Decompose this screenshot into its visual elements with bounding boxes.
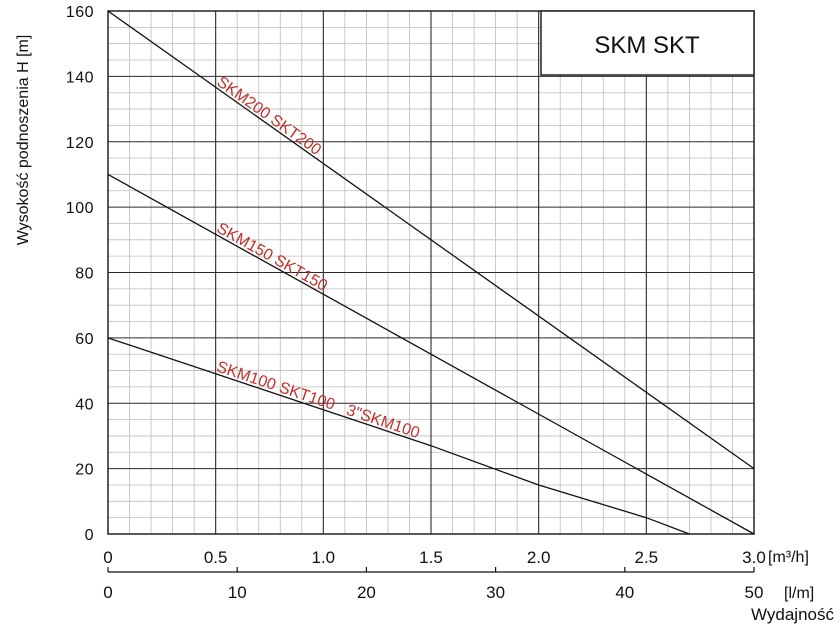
y-tick-label: 120 (66, 135, 94, 152)
y-tick-label: 100 (66, 200, 94, 217)
x-primary-tick-labels: 0 0.5 1.0 1.5 2.0 2.5 3.0 (103, 548, 766, 567)
x-secondary-tick-label: 0 (103, 583, 112, 602)
y-tick-label: 40 (75, 396, 94, 413)
x-secondary-unit: [l/m] (784, 585, 814, 602)
series-label-2: SKM150 SKT150 (214, 220, 330, 295)
series-label-1: SKM200 SKT200 (213, 74, 324, 159)
chart-title: SKM SKT (594, 32, 700, 59)
series-lines (107, 10, 755, 535)
title-box-frame (540, 10, 755, 76)
y-tick-label: 80 (75, 266, 94, 283)
x-primary-tick-label: 0.5 (204, 548, 228, 567)
series-label-3: SKM100 SKT100 3"SKM100 (214, 358, 421, 442)
series-line-2 (107, 173, 755, 535)
x-secondary-tick-labels: 0 10 20 30 40 50 (103, 567, 763, 602)
x-primary-tick-label: 1.5 (419, 548, 443, 567)
x-primary-tick-label: 1.0 (312, 548, 336, 567)
plot-border (107, 10, 755, 535)
x-secondary-tick-label: 20 (357, 583, 376, 602)
x-axis-label: Wydajność (751, 605, 834, 624)
y-tick-label: 140 (66, 69, 94, 86)
x-primary-unit: [m³/h] (768, 549, 809, 566)
y-tick-label: 60 (75, 331, 94, 348)
x-primary-tick-label: 0 (103, 548, 112, 567)
x-secondary-tick-label: 40 (615, 583, 634, 602)
x-secondary-tick-label: 30 (486, 583, 505, 602)
y-tick-label: 160 (66, 4, 94, 21)
y-tick-label: 20 (75, 462, 94, 479)
major-grid (108, 11, 754, 534)
x-primary-tick-label: 3.0 (742, 548, 766, 567)
series-line-3 (107, 337, 690, 535)
series-line-1 (107, 10, 755, 470)
x-secondary-tick-label: 10 (228, 583, 247, 602)
x-primary-tick-label: 2.0 (527, 548, 551, 567)
y-axis-label: Wysokość podnoszenia H [m] (15, 35, 32, 246)
y-tick-label: 0 (85, 527, 94, 544)
y-tick-labels: 0 20 40 60 80 100 120 140 160 (66, 4, 94, 544)
x-primary-tick-label: 2.5 (635, 548, 659, 567)
x-secondary-tick-label: 50 (745, 583, 764, 602)
title-box: SKM SKT (540, 10, 755, 76)
